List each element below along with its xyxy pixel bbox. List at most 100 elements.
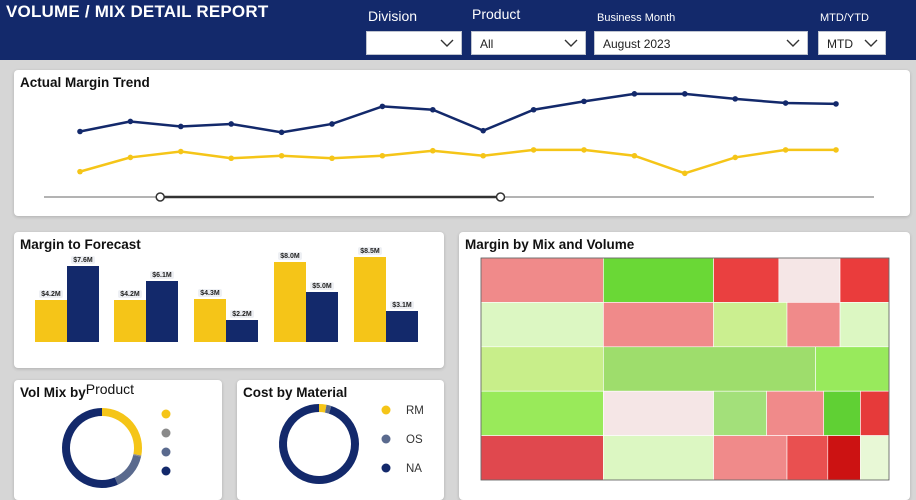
cost-by-material-title: Cost by Material (243, 385, 348, 400)
cost-legend-marker (381, 405, 391, 415)
trend-point (329, 155, 335, 162)
trend-point (329, 121, 335, 127)
forecast-bar (354, 257, 386, 342)
cost-slice (318, 404, 327, 413)
trend-series-line-0 (79, 92, 837, 134)
forecast-data-label: $2.2M (232, 311, 252, 318)
heatmap-cell[interactable] (480, 257, 604, 303)
actual-margin-trend-title: Actual Margin Trend (20, 75, 150, 90)
trend-point (178, 123, 184, 130)
vol-mix-by-product-title: Vol Mix byProduct (20, 381, 135, 400)
trend-point (228, 155, 234, 162)
trend-point (631, 91, 638, 97)
margin-by-mix-volume-title: Margin by Mix and Volume (465, 237, 635, 252)
product-dropdown-value: All (480, 37, 494, 51)
cost-legend-label: OS (406, 434, 423, 446)
heatmap-cell[interactable] (603, 302, 714, 348)
range-slider-start-handle[interactable] (155, 192, 165, 202)
margin-to-forecast-title: Margin to Forecast (20, 237, 141, 252)
cost-slice (324, 404, 332, 414)
forecast-data-label-bg (198, 289, 222, 297)
heatmap-cell[interactable] (778, 257, 841, 303)
vol-mix-legend-marker (161, 428, 171, 438)
division-dropdown[interactable] (366, 31, 462, 55)
report-title: VOLUME / MIX DETAIL REPORT (6, 2, 269, 21)
heatmap-cell[interactable] (839, 257, 890, 303)
trend-point (278, 129, 285, 136)
vol-mix-title-part2: Product (85, 381, 135, 397)
trend-point (480, 152, 487, 159)
trend-point (127, 154, 134, 161)
heatmap-cell[interactable] (480, 346, 604, 392)
forecast-bar (67, 266, 99, 342)
margin-to-forecast-chart: $4.2M $4.2M $4.3M $8.0M $8.5M $7.6M $6.1M $2.2M… (35, 247, 418, 342)
actual-margin-trend-chart (44, 91, 874, 202)
heatmap-cell[interactable] (827, 435, 861, 481)
trend-point (782, 147, 789, 153)
cost-legend-label: RM (406, 405, 424, 417)
chevron-down-icon (864, 39, 878, 47)
heatmap-cell[interactable] (860, 390, 890, 436)
business-month-dropdown-value: August 2023 (603, 37, 671, 51)
cost-by-material-card: Cost by Material RM OS NA (237, 380, 444, 500)
forecast-data-label: $8.0M (280, 253, 300, 260)
business-month-filter-label: Business Month (597, 12, 676, 24)
heatmap-cell[interactable] (603, 435, 714, 481)
trend-point (631, 152, 638, 159)
cost-slice (279, 404, 359, 484)
heatmap-cell[interactable] (480, 302, 604, 348)
heatmap-cell[interactable] (603, 346, 816, 392)
forecast-bar (35, 300, 67, 342)
business-month-dropdown[interactable]: August 2023 (594, 31, 808, 55)
trend-point (581, 98, 587, 105)
vol-mix-slice (101, 408, 142, 456)
trend-point (430, 147, 436, 154)
forecast-bar (386, 311, 418, 342)
vol-mix-slice (114, 454, 142, 485)
forecast-data-label: $3.1M (392, 302, 412, 309)
range-slider-end-handle[interactable] (495, 192, 506, 202)
heatmap-cell[interactable] (713, 302, 788, 348)
mtd-ytd-filter-label: MTD/YTD (820, 12, 869, 24)
heatmap-cell[interactable] (480, 390, 604, 436)
heatmap-cell[interactable] (823, 390, 861, 436)
trend-point (77, 168, 83, 175)
chevron-down-icon (786, 39, 800, 47)
forecast-data-label: $4.3M (200, 290, 220, 297)
chevron-down-icon (440, 39, 454, 47)
report-header: VOLUME / MIX DETAIL REPORT Division Prod… (0, 0, 916, 60)
cost-legend-marker (381, 434, 391, 444)
trend-point (430, 106, 436, 113)
chevron-down-icon (564, 39, 578, 47)
heatmap-cell[interactable] (713, 257, 780, 303)
forecast-data-label-bg (118, 290, 142, 298)
heatmap-cell[interactable] (603, 390, 714, 436)
product-dropdown[interactable]: All (471, 31, 586, 55)
forecast-data-label-bg (358, 247, 382, 255)
forecast-data-label-bg (278, 252, 302, 260)
forecast-data-label: $4.2M (41, 291, 61, 298)
margin-by-mix-volume-heatmap (480, 257, 890, 481)
heatmap-cell[interactable] (839, 302, 890, 348)
heatmap-cell[interactable] (815, 346, 890, 392)
margin-to-forecast-card: Margin to Forecast $4.2M $4.2M $4.3M $8.0M $… (14, 232, 444, 368)
heatmap-cell[interactable] (786, 302, 841, 348)
heatmap-cell[interactable] (713, 435, 788, 481)
vol-mix-by-product-card: Vol Mix byProduct (14, 380, 222, 500)
vol-mix-title-part1: Vol Mix by (20, 385, 86, 400)
forecast-bar (274, 262, 306, 342)
heatmap-cell[interactable] (713, 390, 767, 436)
heatmap-cell[interactable] (603, 257, 714, 303)
heatmap-cell[interactable] (860, 435, 890, 481)
heatmap-cell[interactable] (480, 435, 604, 481)
heatmap-cell[interactable] (786, 435, 829, 481)
forecast-bar (226, 320, 258, 342)
forecast-bar (306, 292, 338, 342)
forecast-data-label: $7.6M (73, 257, 93, 264)
mtd-ytd-dropdown[interactable]: MTD (818, 31, 886, 55)
forecast-data-label-bg (39, 290, 63, 298)
heatmap-cell[interactable] (766, 390, 825, 436)
forecast-data-label: $6.1M (152, 272, 172, 279)
cost-legend-marker (381, 463, 391, 473)
vol-mix-legend-marker (161, 409, 171, 419)
